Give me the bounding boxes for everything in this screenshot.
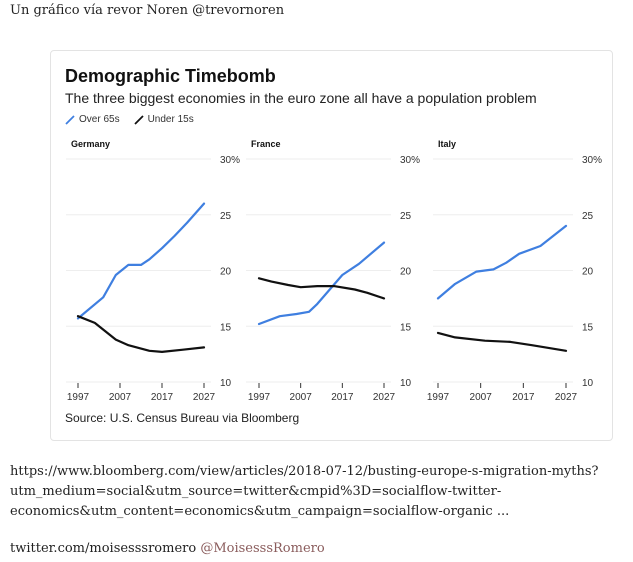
url-line[interactable]: economics&utm_content=economics&utm_camp… xyxy=(10,504,510,519)
small-multiples-plot: Germany 10 15 20 25 30% 1997 2007 2017 2027 France… xyxy=(66,139,602,403)
x-tick-label: 1997 xyxy=(427,392,450,403)
url-line[interactable]: utm_medium=social&utm_source=twitter&cmp… xyxy=(10,484,502,499)
y-tick-label: 30% xyxy=(582,155,602,166)
series-line-france-under-15s xyxy=(257,277,386,300)
y-tick-label: 15 xyxy=(582,322,594,333)
intro-text: Un gráfico vía revor Noren @trevornoren xyxy=(10,3,285,18)
x-tick-label: 1997 xyxy=(67,392,90,403)
chart-subtitle: The three biggest economies in the euro … xyxy=(65,90,537,106)
chart-source: Source: U.S. Census Bureau via Bloomberg xyxy=(65,411,300,425)
x-tick-label: 2007 xyxy=(109,392,132,403)
chart-title: Demographic Timebomb xyxy=(65,66,276,86)
y-tick-label: 15 xyxy=(220,322,232,333)
y-tick-label: 20 xyxy=(400,267,412,278)
y-tick-label: 25 xyxy=(400,211,412,222)
legend-line-icon-black xyxy=(133,114,144,125)
x-tick-label: 2007 xyxy=(470,392,493,403)
series-line-germany-over-65s xyxy=(76,202,206,320)
legend-label: Over 65s xyxy=(79,114,120,125)
y-tick-label: 20 xyxy=(582,267,594,278)
x-tick-label: 2017 xyxy=(331,392,354,403)
article-link[interactable]: https://www.bloomberg.com/view/articles/… xyxy=(10,462,599,522)
x-tick-label: 2017 xyxy=(151,392,174,403)
legend: Over 65s Under 15s xyxy=(65,114,194,125)
legend-label: Under 15s xyxy=(147,114,194,125)
x-tick-label: 2027 xyxy=(555,392,578,403)
series-line-italy-over-65s xyxy=(436,224,568,300)
url-line[interactable]: https://www.bloomberg.com/view/articles/… xyxy=(10,464,599,479)
series-line-france-over-65s xyxy=(257,241,386,326)
x-tick-label: 1997 xyxy=(248,392,271,403)
series-line-germany-under-15s xyxy=(76,315,206,353)
y-tick-label: 25 xyxy=(220,211,232,222)
y-tick-label: 10 xyxy=(582,378,594,389)
panel-title: Italy xyxy=(438,139,456,149)
panel-title: Germany xyxy=(71,139,110,149)
y-tick-label: 10 xyxy=(220,378,232,389)
legend-line-icon-blue xyxy=(65,114,75,125)
x-tick-label: 2027 xyxy=(373,392,396,403)
series-line-italy-under-15s xyxy=(436,331,568,352)
panel-title: France xyxy=(251,139,281,149)
y-tick-label: 30% xyxy=(400,155,420,166)
twitter-handle[interactable]: @MoisesssRomero xyxy=(200,541,325,556)
y-tick-label: 10 xyxy=(400,378,412,389)
legend-item-over-65s: Over 65s xyxy=(65,114,120,125)
twitter-attribution: twitter.com/moisesssromero @MoisesssRome… xyxy=(10,541,325,556)
y-tick-label: 20 xyxy=(220,267,232,278)
x-tick-label: 2027 xyxy=(193,392,216,403)
y-tick-label: 15 xyxy=(400,322,412,333)
x-tick-label: 2017 xyxy=(512,392,535,403)
y-tick-label: 30% xyxy=(220,155,240,166)
legend-item-under-15s: Under 15s xyxy=(133,114,194,125)
y-tick-label: 25 xyxy=(582,211,594,222)
twitter-url[interactable]: twitter.com/moisesssromero xyxy=(10,541,197,556)
x-tick-label: 2007 xyxy=(290,392,313,403)
chart-card: Demographic Timebomb The three biggest e… xyxy=(50,50,613,441)
